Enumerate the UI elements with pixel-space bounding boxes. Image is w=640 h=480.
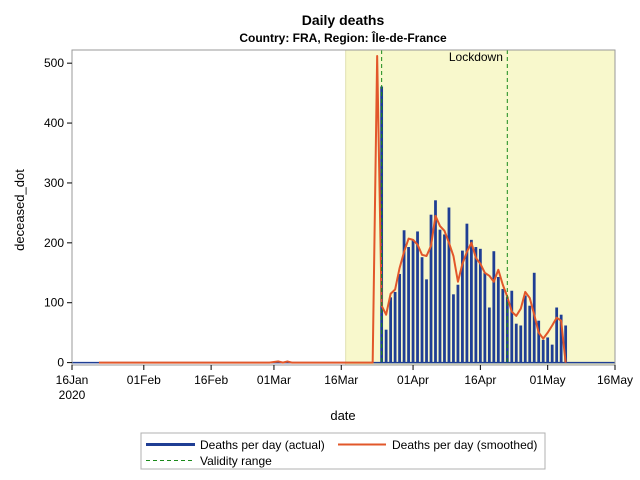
x-tick-year-label: 2020 bbox=[59, 388, 86, 402]
actual-bar bbox=[402, 230, 406, 363]
actual-bar bbox=[483, 272, 487, 363]
actual-bar bbox=[443, 234, 446, 363]
actual-bar bbox=[559, 314, 563, 363]
legend-validity-label: Validity range bbox=[200, 454, 272, 468]
actual-bar bbox=[501, 288, 505, 363]
actual-bar bbox=[452, 294, 455, 363]
actual-deaths-bars bbox=[380, 86, 568, 363]
actual-bar bbox=[492, 251, 496, 363]
actual-bar bbox=[434, 200, 437, 363]
actual-bar bbox=[505, 296, 509, 363]
legend-actual-label: Deaths per day (actual) bbox=[200, 438, 325, 452]
x-tick-label: 16May bbox=[597, 373, 633, 387]
x-tick-label: 16Apr bbox=[464, 373, 496, 387]
y-tick-label: 200 bbox=[44, 236, 64, 250]
legend-smoothed-label: Deaths per day (smoothed) bbox=[392, 438, 537, 452]
actual-bar bbox=[380, 86, 384, 363]
actual-bar bbox=[510, 290, 514, 363]
actual-bar bbox=[384, 329, 388, 363]
x-tick-label: 16Jan bbox=[56, 373, 89, 387]
x-tick-label: 01Mar bbox=[257, 373, 291, 387]
actual-bar bbox=[425, 279, 428, 363]
actual-bar bbox=[438, 229, 442, 363]
actual-bar bbox=[474, 247, 478, 363]
y-tick-label: 400 bbox=[44, 116, 64, 130]
legend: Deaths per day (actual) Deaths per day (… bbox=[140, 432, 546, 470]
actual-bar bbox=[564, 325, 568, 363]
chart-subtitle: Country: FRA, Region: Île-de-France bbox=[239, 30, 447, 45]
actual-bar bbox=[546, 337, 550, 363]
actual-bar bbox=[465, 223, 469, 363]
actual-bar bbox=[447, 207, 451, 363]
x-tick-label: 01Feb bbox=[127, 373, 161, 387]
validity-range-lines bbox=[381, 50, 508, 365]
actual-bar bbox=[487, 307, 491, 363]
actual-bar bbox=[407, 247, 410, 363]
actual-bar bbox=[514, 323, 518, 363]
y-tick-label: 0 bbox=[57, 356, 64, 370]
chart-title: Daily deaths bbox=[302, 12, 385, 28]
actual-bar bbox=[550, 344, 554, 363]
actual-bar bbox=[389, 297, 393, 363]
y-tick-label: 100 bbox=[44, 296, 64, 310]
y-tick-label: 500 bbox=[44, 56, 64, 70]
actual-bar bbox=[420, 257, 424, 363]
actual-bar bbox=[456, 284, 460, 363]
plot-frame bbox=[71, 49, 616, 366]
actual-bar bbox=[470, 239, 473, 363]
lockdown-label: Lockdown bbox=[449, 50, 503, 64]
legend-box bbox=[140, 432, 546, 470]
x-tick-label: 16Mar bbox=[324, 373, 358, 387]
actual-bar bbox=[461, 250, 464, 363]
actual-bar bbox=[393, 291, 397, 363]
x-axis: 16Jan 01Feb 16Feb 01Mar 16Mar 01Apr 16Apr 01May… bbox=[56, 365, 633, 402]
y-axis: 0 100 200 300 400 500 bbox=[44, 56, 72, 370]
x-axis-label: date bbox=[330, 408, 355, 423]
x-tick-label: 16Feb bbox=[194, 373, 228, 387]
actual-bar bbox=[537, 320, 541, 363]
actual-bar bbox=[555, 307, 559, 363]
plot-border bbox=[71, 49, 616, 366]
actual-bar bbox=[528, 305, 532, 363]
actual-bar bbox=[398, 273, 401, 363]
actual-bar bbox=[519, 325, 523, 363]
actual-bar bbox=[478, 248, 482, 363]
y-axis-label: deceased_dot bbox=[12, 169, 27, 251]
actual-bar bbox=[411, 239, 415, 363]
x-tick-label: 01Apr bbox=[397, 373, 429, 387]
actual-bar bbox=[429, 214, 433, 363]
x-tick-label: 01May bbox=[530, 373, 566, 387]
smoothed-line bbox=[98, 54, 567, 364]
actual-bar bbox=[496, 276, 500, 363]
y-tick-label: 300 bbox=[44, 176, 64, 190]
actual-bar bbox=[523, 295, 527, 363]
smoothed-deaths-line bbox=[98, 54, 567, 364]
actual-bar bbox=[416, 231, 419, 363]
actual-bar bbox=[541, 339, 545, 363]
